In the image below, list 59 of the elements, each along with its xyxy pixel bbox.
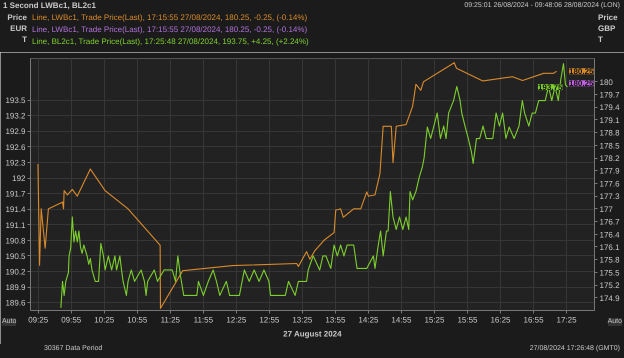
x-tick-label: 17:25 bbox=[556, 316, 578, 324]
y-tick-label: 191.1 bbox=[5, 220, 26, 230]
y-tick-label: 193.2 bbox=[5, 112, 26, 121]
y-tick-label: 191.4 bbox=[5, 205, 26, 214]
y-tick-label: 192 bbox=[12, 174, 26, 184]
y2-tick-label: 180 bbox=[600, 78, 614, 87]
x-tick-label: 12:25 bbox=[226, 316, 247, 324]
y2-tick-label: 177.6 bbox=[600, 179, 620, 188]
x-tick-label: 10:25 bbox=[94, 316, 115, 324]
y-tick-label: 191.7 bbox=[5, 190, 26, 199]
y2-tick-label: 179.7 bbox=[600, 90, 620, 100]
y2-tick-label: 177.9 bbox=[600, 166, 620, 176]
annotation: 180.25 bbox=[569, 79, 594, 88]
y-tick-label: 190.5 bbox=[5, 252, 26, 261]
y-tick-label: 190.8 bbox=[5, 236, 26, 246]
y-tick-label: 192.3 bbox=[5, 158, 26, 168]
y2-tick-label: 176.7 bbox=[600, 218, 620, 227]
data-label: 180.25 bbox=[569, 67, 594, 76]
y-axis-title: Price EUR T bbox=[7, 13, 27, 45]
x-tick-label: 11:55 bbox=[194, 316, 214, 324]
x-tick-label: 11:25 bbox=[160, 316, 181, 324]
y-tick-label: 192.9 bbox=[5, 127, 26, 136]
y2-tick-label: 179.4 bbox=[600, 103, 620, 112]
y-tick-label: 192.6 bbox=[5, 142, 26, 152]
y2-tick-label: 177.3 bbox=[600, 192, 620, 202]
data-label: 193.75 bbox=[538, 83, 563, 92]
x-tick-label: 16:55 bbox=[524, 316, 544, 324]
x-tick-label: 09:55 bbox=[61, 316, 82, 324]
y2-tick-label: 179.1 bbox=[600, 116, 620, 125]
x-tick-label: 15:25 bbox=[424, 316, 446, 324]
text: Line, LWBc1, Trade Price(Last), 17:15:55 27/08/2024, 180.25, -0.25, (-0.14%) bbox=[32, 25, 308, 35]
y2-tick-label: 175.2 bbox=[600, 281, 620, 290]
y2-tick-label: 176.4 bbox=[600, 230, 620, 240]
y2-tick-label: 175.8 bbox=[600, 256, 620, 265]
x-tick-label: 09:25 bbox=[28, 316, 49, 324]
y-tick-label: 189.6 bbox=[5, 298, 26, 308]
y2-tick-label: 177 bbox=[600, 204, 614, 214]
y-tick-label: 193.5 bbox=[5, 96, 26, 106]
x-tick-label: 16:25 bbox=[490, 316, 512, 324]
text: Line, LWBc1, Trade Price(Last), 17:15:55 27/08/2024, 180.25, -0.25, (-0.14%) bbox=[32, 13, 308, 23]
y2-tick-label: 174.9 bbox=[600, 294, 620, 303]
y2-tick-label: 178.8 bbox=[600, 128, 620, 138]
x-tick-label: 13:25 bbox=[292, 316, 313, 324]
y2-tick-label: 176.1 bbox=[600, 242, 620, 252]
y-tick-label: 190.2 bbox=[5, 268, 26, 277]
y-tick-label: 189.9 bbox=[5, 283, 26, 292]
y2-tick-label: 178.5 bbox=[600, 141, 620, 150]
x-tick-label: 12:55 bbox=[259, 316, 280, 324]
y2-tick-label: 178.2 bbox=[600, 154, 620, 164]
x-tick-label: 14:25 bbox=[358, 316, 379, 324]
y2-tick-label: 175.5 bbox=[600, 268, 620, 278]
y2-axis-title: Price GBP T bbox=[598, 13, 618, 45]
x-tick-label: 10:55 bbox=[127, 316, 148, 324]
x-tick-label: 14:55 bbox=[391, 316, 412, 324]
x-tick-label: 15:55 bbox=[457, 316, 478, 324]
text: Line, BL2c1, Trade Price(Last), 17:25:48 27/08/2024, 193.75, +4.25, (+2.24%) bbox=[32, 37, 309, 47]
x-axis-title: 27 August 2024 bbox=[283, 330, 342, 338]
x-tick-label: 13:55 bbox=[325, 316, 346, 324]
chart-title: 1 Second LWBc1, BL2c1 bbox=[3, 1, 96, 11]
